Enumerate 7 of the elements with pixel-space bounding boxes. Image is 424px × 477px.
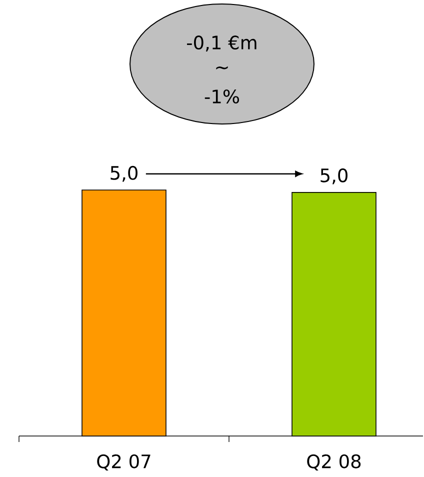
- data-label: 5,0: [110, 166, 138, 182]
- text: -0,1 €m: [187, 36, 256, 52]
- text: ~: [216, 66, 228, 70]
- text: -1%: [204, 89, 239, 104]
- x-tick-label: Q2 07: [97, 454, 150, 470]
- data-label: 5,0: [320, 168, 348, 184]
- x-tick-label: Q2 08: [307, 454, 361, 470]
